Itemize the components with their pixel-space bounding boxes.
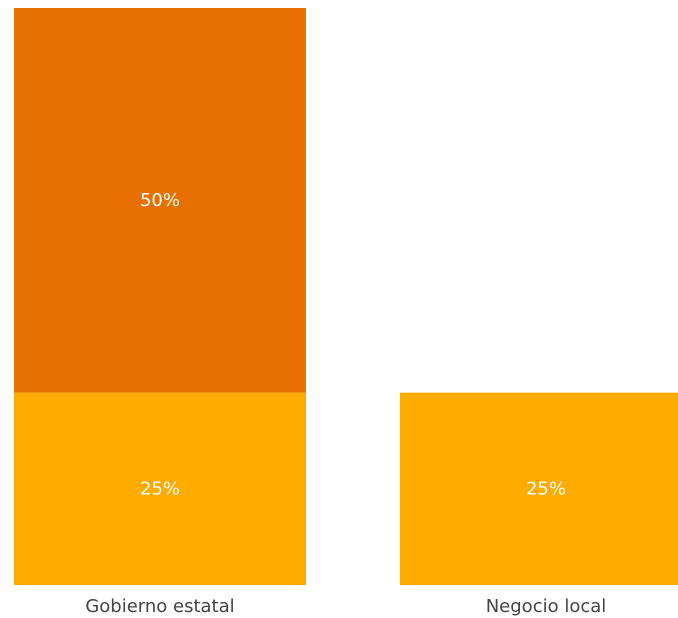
bar-segment [14, 392, 306, 585]
data-label: 25% [526, 478, 566, 499]
bar-segment [14, 8, 306, 393]
data-label: 50% [140, 190, 180, 211]
data-label: 25% [140, 478, 180, 499]
category-label: Negocio local [486, 596, 607, 617]
bar-segment [400, 392, 678, 585]
category-label: Gobierno estatal [85, 596, 234, 617]
